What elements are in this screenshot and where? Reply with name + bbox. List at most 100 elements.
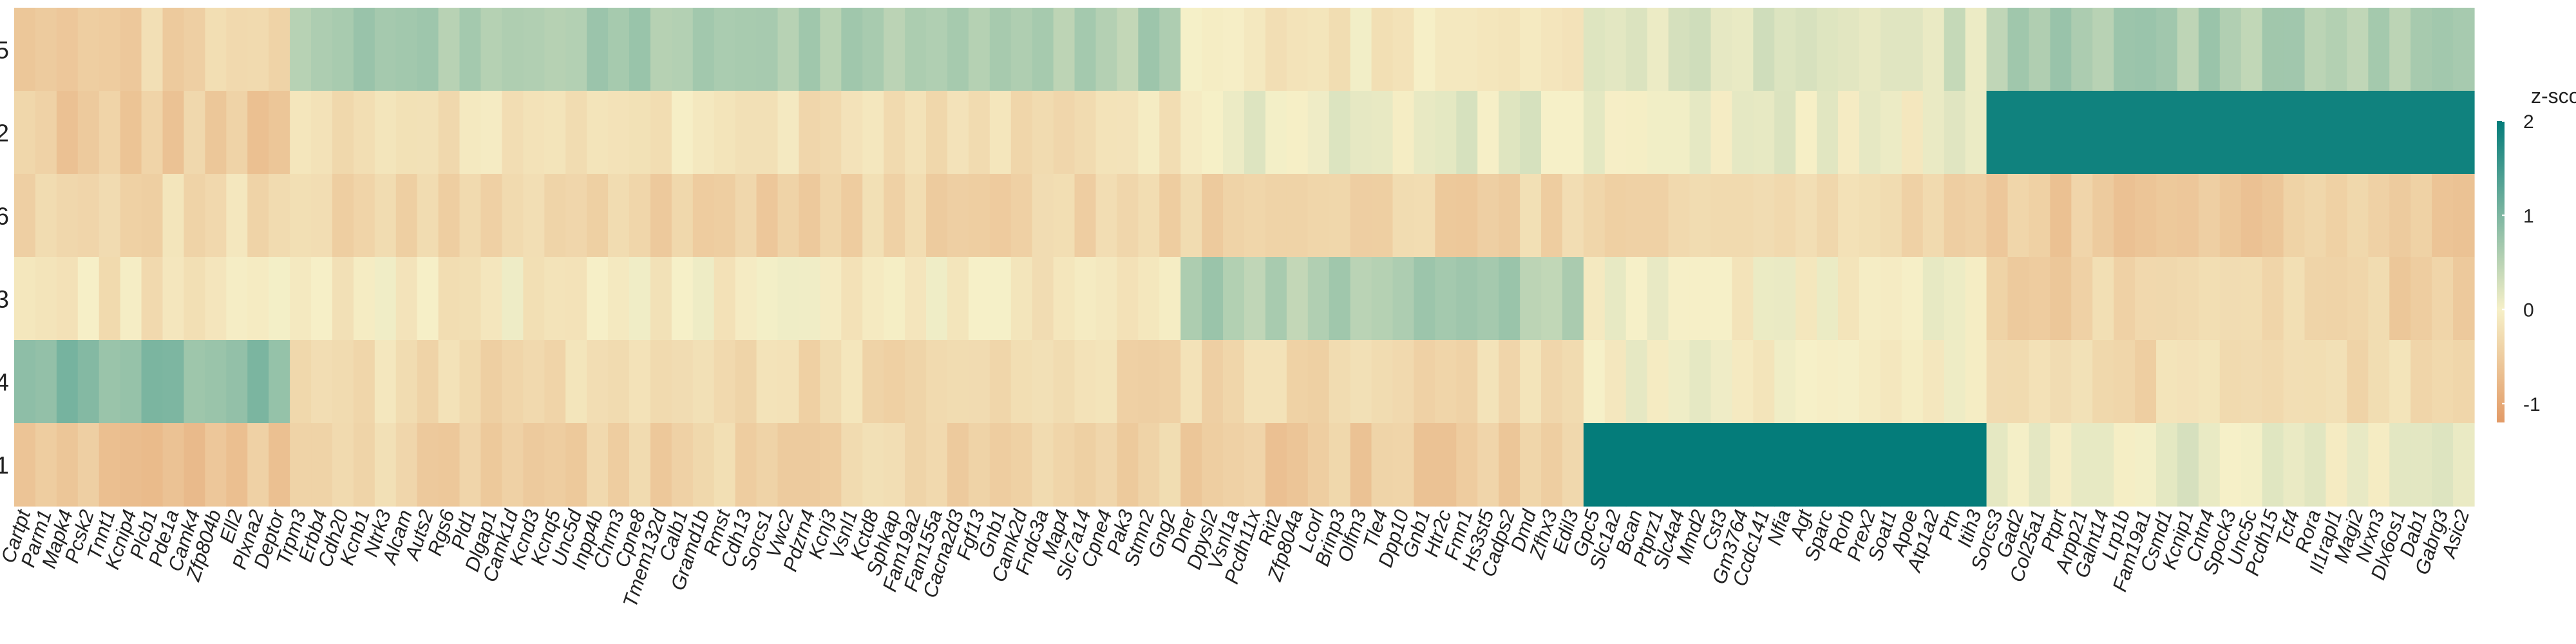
heatmap-cell (2325, 91, 2348, 175)
heatmap-cell (480, 8, 503, 91)
heatmap-cell (2262, 257, 2284, 341)
heatmap-cell (820, 174, 842, 258)
heatmap-cell (120, 257, 142, 341)
heatmap-cell (1732, 257, 1754, 341)
heatmap-cell (269, 91, 290, 175)
heatmap-cell (2410, 91, 2432, 175)
heatmap-cell (14, 340, 36, 424)
heatmap-cell (1456, 8, 1478, 91)
heatmap-cell (1689, 340, 1712, 424)
heatmap-cell (184, 423, 205, 507)
heatmap-cell (2347, 423, 2369, 507)
heatmap-cell (1159, 423, 1181, 507)
heatmap-cell (1604, 257, 1627, 341)
heatmap-cell (629, 423, 651, 507)
heatmap-cell (2198, 340, 2221, 424)
heatmap-cell (205, 91, 227, 175)
heatmap-cell (353, 340, 375, 424)
heatmap-cell (2050, 423, 2072, 507)
heatmap-cell (1371, 8, 1394, 91)
heatmap-cell (205, 174, 227, 258)
heatmap-cell (1477, 257, 1499, 341)
heatmap-cell (1350, 8, 1372, 91)
heatmap-cell (926, 91, 948, 175)
heatmap-cell (56, 257, 79, 341)
column-labels: CartptParm1Mapk4Pcsk2Tnnt1Kcnip4Plcb1Pde… (0, 506, 2474, 611)
heatmap-cell (1032, 423, 1054, 507)
heatmap-cell (692, 340, 715, 424)
heatmap-cell (1244, 174, 1266, 258)
heatmap-cell (311, 257, 333, 341)
heatmap-cell (1138, 340, 1160, 424)
heatmap-cell (1880, 91, 1902, 175)
heatmap-cell (926, 174, 948, 258)
heatmap-cell (523, 91, 545, 175)
heatmap-cell (269, 257, 290, 341)
heatmap-cell (1202, 257, 1224, 341)
heatmap-cell (2114, 340, 2136, 424)
heatmap-cell (2304, 423, 2327, 507)
heatmap-cell (565, 340, 587, 424)
heatmap-cell (1774, 8, 1796, 91)
heatmap-cell (1265, 91, 1287, 175)
heatmap-cell (587, 257, 609, 341)
heatmap-cell (1859, 423, 1881, 507)
heatmap-cell (1010, 91, 1033, 175)
heatmap-cell (353, 423, 375, 507)
heatmap-cell (1329, 257, 1351, 341)
heatmap-cell (1074, 423, 1097, 507)
heatmap-cell (14, 91, 36, 175)
heatmap-cell (1901, 91, 1924, 175)
colorbar-tick-label: 2 (2523, 111, 2534, 133)
heatmap-cell (989, 257, 1012, 341)
heatmap-cell (1307, 423, 1330, 507)
heatmap-cell (2219, 340, 2242, 424)
heatmap-cell (120, 8, 142, 91)
heatmap-cell (2389, 423, 2411, 507)
heatmap-cell (247, 340, 269, 424)
heatmap-cell (205, 8, 227, 91)
heatmap-cell (1922, 257, 1945, 341)
heatmap-cell (1689, 257, 1712, 341)
heatmap-cell (2240, 257, 2263, 341)
heatmap-cell (14, 423, 36, 507)
heatmap-cell (1710, 423, 1733, 507)
heatmap-cell (692, 8, 715, 91)
heatmap-cell (1986, 174, 2009, 258)
heatmap-cell (99, 423, 121, 507)
heatmap-cell (141, 257, 164, 341)
heatmap-cell (1435, 8, 1457, 91)
heatmap-cell (820, 423, 842, 507)
heatmap-cell (671, 257, 694, 341)
heatmap-cell (544, 423, 566, 507)
heatmap-cell (1053, 423, 1075, 507)
heatmap-cell (862, 174, 884, 258)
heatmap-cell (480, 174, 503, 258)
heatmap-cell (692, 91, 715, 175)
heatmap-cell (438, 91, 460, 175)
heatmap-cell (417, 91, 439, 175)
heatmap-cell (353, 257, 375, 341)
heatmap-cell (1625, 423, 1648, 507)
heatmap-cell (799, 8, 820, 91)
heatmap-cell (1520, 8, 1542, 91)
heatmap-cell (1223, 340, 1245, 424)
heatmap-cell (1732, 91, 1754, 175)
heatmap-cell (544, 257, 566, 341)
heatmap-cell (692, 174, 715, 258)
heatmap-cell (2410, 423, 2432, 507)
heatmap-cell (820, 91, 842, 175)
heatmap-cell (1838, 174, 1860, 258)
heatmap-cell (247, 257, 269, 341)
heatmap-cell (777, 423, 800, 507)
heatmap-cell (2114, 91, 2136, 175)
heatmap-cell (2092, 174, 2114, 258)
heatmap-cell (2432, 340, 2454, 424)
heatmap-cell (1625, 257, 1648, 341)
heatmap-cell (968, 423, 990, 507)
heatmap-cell (1562, 423, 1584, 507)
heatmap-cell (1604, 340, 1627, 424)
heatmap-cell (141, 423, 164, 507)
heatmap-cell (1668, 174, 1690, 258)
heatmap-cell (1880, 174, 1902, 258)
